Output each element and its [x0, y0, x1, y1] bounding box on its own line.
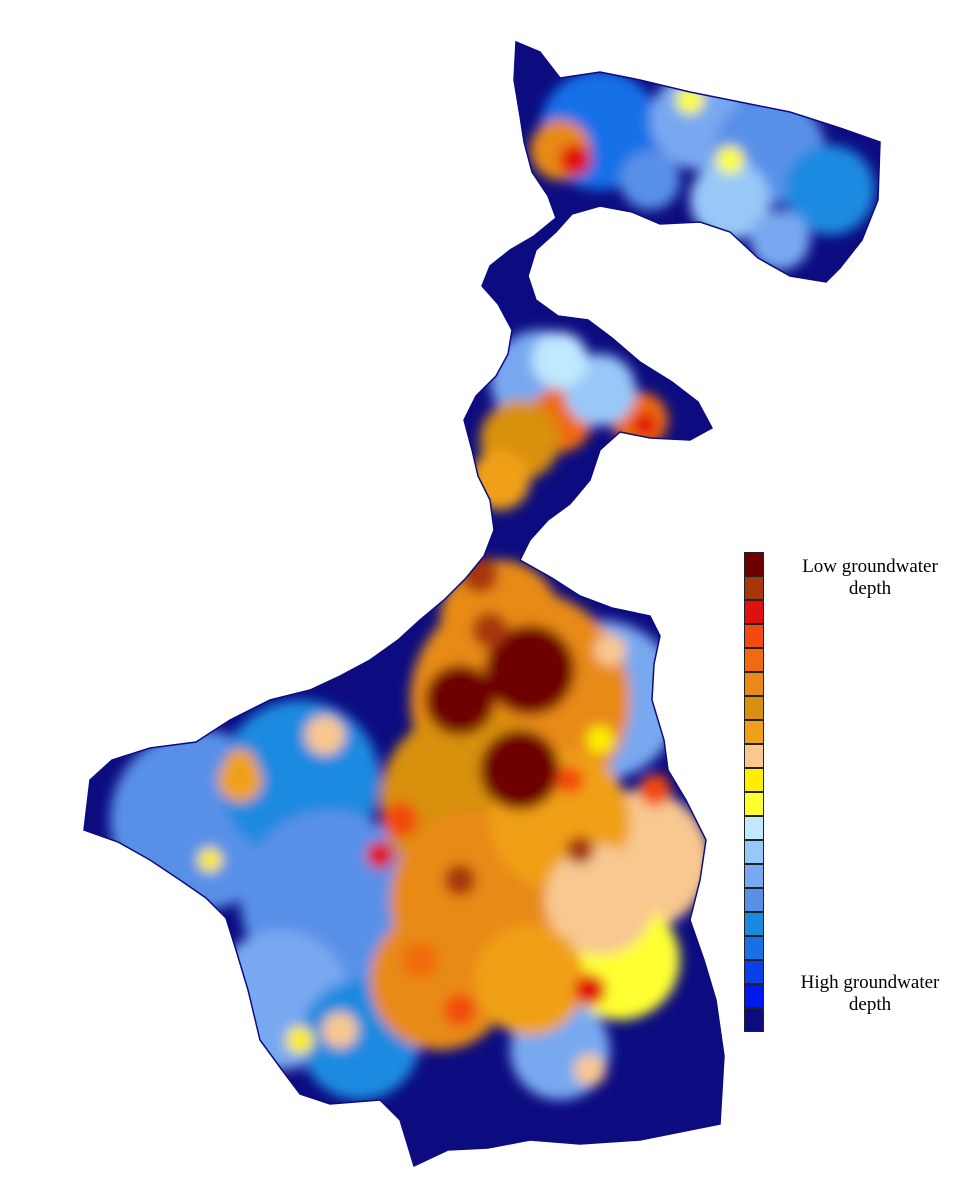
heat-blob	[716, 146, 744, 174]
heat-blob	[470, 450, 530, 510]
heat-blob	[556, 766, 584, 794]
heat-blob	[305, 715, 345, 755]
legend-low-line1: Low groundwater	[802, 556, 938, 577]
heat-blob	[633, 413, 657, 437]
heat-blob	[402, 942, 438, 978]
legend-swatch	[744, 840, 764, 864]
legend-swatch	[744, 696, 764, 720]
legend-swatch	[744, 960, 764, 984]
legend-swatch	[744, 1008, 764, 1032]
heat-blob	[750, 210, 810, 270]
legend-swatch	[744, 624, 764, 648]
map-legend: Low groundwater depth High groundwater d…	[744, 552, 974, 1032]
heat-blob	[480, 730, 560, 810]
heat-blob	[620, 150, 680, 210]
legend-swatch	[744, 984, 764, 1008]
legend-swatch	[744, 744, 764, 768]
heat-blob	[574, 1054, 606, 1086]
heat-blob	[545, 845, 655, 955]
legend-swatch	[744, 816, 764, 840]
heat-blob	[198, 848, 222, 872]
legend-swatch	[744, 768, 764, 792]
heat-blob	[366, 841, 394, 869]
heat-blob	[586, 726, 614, 754]
heat-blob	[485, 625, 575, 715]
heat-blob	[425, 665, 495, 735]
legend-swatch	[744, 720, 764, 744]
heat-blob	[382, 802, 418, 838]
state-outline	[83, 40, 881, 1168]
heat-blob	[444, 864, 476, 896]
heat-blob	[574, 974, 606, 1006]
legend-swatch	[744, 576, 764, 600]
heat-blob	[286, 1026, 314, 1054]
legend-swatch	[744, 552, 764, 576]
heat-blob	[785, 145, 875, 235]
heat-blob	[690, 160, 770, 240]
heat-blob	[475, 925, 585, 1035]
legend-swatch	[744, 600, 764, 624]
legend-low-line2: depth	[848, 578, 892, 599]
legend-high-label: High groundwater depth	[770, 972, 970, 1016]
heat-blob	[566, 836, 594, 864]
legend-swatch	[744, 864, 764, 888]
legend-low-label: Low groundwater depth	[770, 556, 970, 600]
heat-blob	[532, 332, 588, 388]
heat-blob	[559, 144, 591, 176]
heat-blob	[594, 634, 626, 666]
heat-blob	[322, 1012, 358, 1048]
legend-swatch	[744, 888, 764, 912]
legend-swatch	[744, 648, 764, 672]
legend-swatch	[744, 936, 764, 960]
heat-blob	[639, 774, 671, 806]
legend-high-line2: depth	[848, 994, 892, 1015]
heat-blob	[462, 557, 498, 593]
legend-swatch	[744, 912, 764, 936]
legend-high-line1: High groundwater	[800, 972, 940, 993]
heat-blob	[472, 612, 508, 648]
heat-blob	[444, 994, 476, 1026]
heat-blob	[224, 749, 256, 781]
legend-swatch	[744, 792, 764, 816]
legend-swatch	[744, 672, 764, 696]
